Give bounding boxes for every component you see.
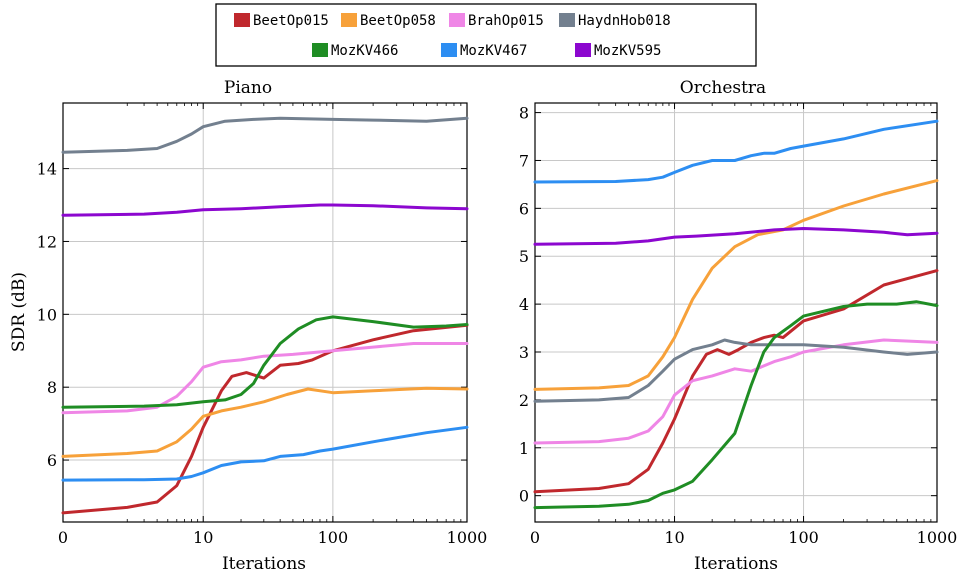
plot-area-piano: 0 10 100 1000 6 8 10 12 14	[37, 102, 488, 547]
y-tick-label: 10	[37, 305, 57, 324]
y-tick-label: 12	[37, 232, 57, 251]
chart-orchestra: Orchestra Iterations 0 10 100 1000 0 1 2 3 4 5 6 7 8	[519, 78, 958, 574]
series-line-mozkv467-orchestra	[533, 119, 939, 184]
legend-swatch-beetop015	[234, 13, 250, 27]
y-tick-label: 5	[519, 247, 529, 266]
x-axis-label-piano: Iterations	[222, 554, 306, 574]
y-tick-label: 6	[519, 199, 529, 218]
legend-label-beetop058: BeetOp058	[360, 13, 436, 29]
series-line-haydnhob018-piano	[61, 116, 469, 154]
plot-frame	[534, 102, 938, 523]
legend-item-brahop015: BrahOp015	[449, 13, 544, 29]
series-line-mozkv467-piano	[61, 425, 469, 482]
legend-label-mozkv466: MozKV466	[331, 43, 398, 59]
legend-swatch-brahop015	[449, 13, 465, 27]
x-tick-label: 10	[664, 528, 684, 547]
legend-swatch-beetop058	[341, 13, 357, 27]
series-line-mozkv466-piano	[61, 315, 469, 409]
legend-item-mozkv466: MozKV466	[312, 43, 398, 59]
legend-item-mozkv595: MozKV595	[575, 43, 661, 59]
x-tick-label: 0	[530, 528, 540, 547]
y-tick-label: 0	[519, 487, 529, 506]
x-tick-label: 1000	[917, 528, 958, 547]
chart-piano: Piano SDR (dB) Iterations 0 10 100 1000 6 8 10…	[9, 78, 487, 574]
legend-label-beetop015: BeetOp015	[253, 13, 329, 29]
series-line-beetop015-orchestra	[533, 269, 939, 494]
y-tick-label: 1	[519, 439, 529, 458]
series-line-mozkv595-orchestra	[533, 227, 939, 246]
y-axis-label-piano: SDR (dB)	[9, 272, 29, 352]
legend-swatch-mozkv595	[575, 43, 591, 57]
y-tick-label: 6	[47, 451, 57, 470]
y-tick-label: 2	[519, 391, 529, 410]
legend-item-beetop058: BeetOp058	[341, 13, 436, 29]
legend-item-mozkv467: MozKV467	[441, 43, 527, 59]
legend-swatch-haydnhob018	[559, 13, 575, 27]
legend-item-haydnhob018: HaydnHob018	[559, 13, 671, 29]
legend-swatch-mozkv466	[312, 43, 328, 57]
series-line-mozkv595-piano	[61, 203, 469, 217]
y-tick-label: 8	[47, 378, 57, 397]
series-line-beetop015-piano	[61, 323, 469, 515]
legend-label-brahop015: BrahOp015	[468, 13, 544, 29]
x-tick-label: 100	[788, 528, 819, 547]
series-line-brahop015-orchestra	[533, 338, 939, 445]
plot-area-orchestra: 0 10 100 1000 0 1 2 3 4 5 6 7 8	[519, 102, 958, 547]
legend-frame	[215, 3, 757, 67]
legend-swatch-mozkv467	[441, 43, 457, 57]
y-tick-label: 8	[519, 104, 529, 123]
y-tick-label: 14	[37, 160, 57, 179]
chart-title-orchestra: Orchestra	[680, 78, 766, 98]
x-tick-label: 1000	[447, 528, 488, 547]
y-tick-label: 4	[519, 295, 529, 314]
legend: BeetOp015 BeetOp058 BrahOp015 HaydnHob018 Mo…	[215, 3, 757, 67]
y-tick-label: 7	[519, 151, 529, 170]
y-tick-label: 3	[519, 343, 529, 362]
x-tick-label: 10	[193, 528, 213, 547]
series-line-beetop058-orchestra	[533, 179, 939, 391]
legend-label-mozkv595: MozKV595	[594, 43, 661, 59]
series-line-beetop058-piano	[61, 386, 469, 458]
legend-label-mozkv467: MozKV467	[460, 43, 527, 59]
chart-title-piano: Piano	[224, 78, 272, 98]
x-tick-label: 100	[318, 528, 349, 547]
series-line-haydnhob018-orchestra	[533, 338, 939, 403]
x-axis-label-orchestra: Iterations	[694, 554, 778, 574]
x-tick-label: 0	[58, 528, 68, 547]
legend-item-beetop015: BeetOp015	[234, 13, 329, 29]
series-line-mozkv466-orchestra	[533, 300, 939, 510]
plot-frame	[62, 102, 468, 523]
legend-label-haydnhob018: HaydnHob018	[578, 13, 671, 29]
